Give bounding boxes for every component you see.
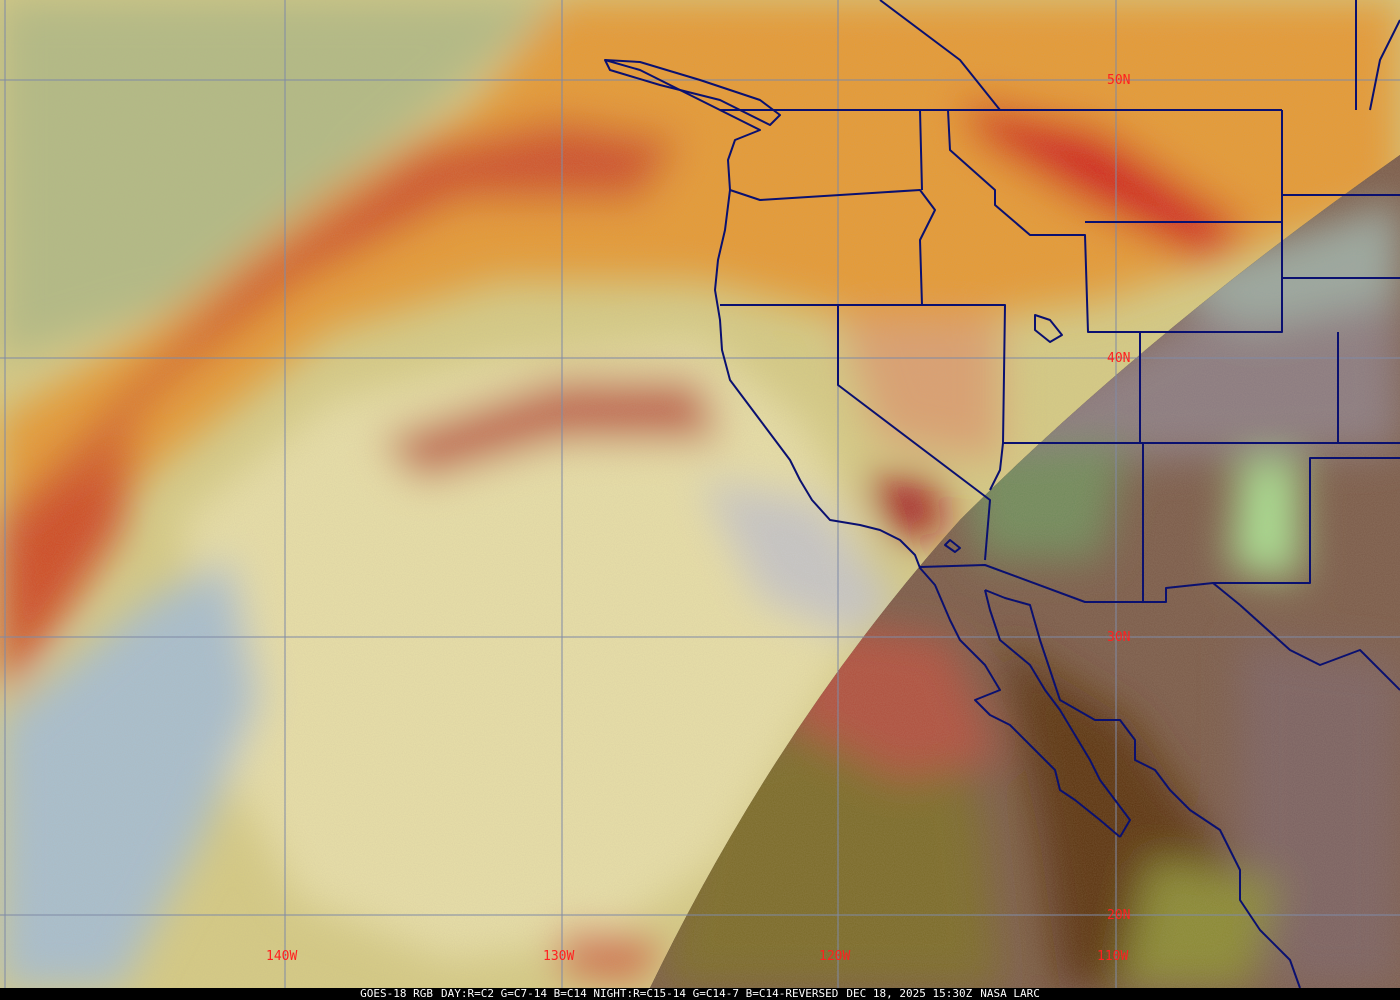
salton-sea	[944, 539, 961, 553]
caption-timestamp: DEC 18, 2025 15:30Z	[846, 987, 973, 1000]
gulf-of-mexico-coast	[1239, 604, 1400, 691]
label-50n: 50N	[1107, 73, 1130, 88]
caption-product: GOES-18 RGB	[360, 987, 434, 1000]
label-110w: 110W	[1097, 949, 1128, 964]
state-borders	[720, 0, 1400, 602]
label-30n: 30N	[1107, 630, 1130, 645]
coastlines-borders	[604, 0, 1400, 988]
label-130w: 130W	[543, 949, 574, 964]
label-40n: 40N	[1107, 351, 1130, 366]
caption-credit: NASA LARC	[980, 987, 1040, 1000]
pacific-coastline	[604, 59, 1121, 838]
image-caption: GOES-18 RGB DAY:R=C2 G=C7-14 B=C14 NIGHT:…	[0, 988, 1400, 1000]
label-140w: 140W	[266, 949, 297, 964]
baja-gulf-coast	[984, 589, 1131, 838]
label-20n: 20N	[1107, 908, 1130, 923]
great-salt-lake	[1034, 314, 1063, 343]
grid-labels: 50N 40N 30N 20N 140W 130W 120W 110W	[266, 73, 1130, 964]
vancouver-island	[604, 59, 781, 126]
mexico-mainland-coast	[984, 589, 1301, 988]
label-120w: 120W	[819, 949, 850, 964]
caption-recipe: DAY:R=C2 G=C7-14 B=C14 NIGHT:R=C15-14 G=…	[441, 987, 839, 1000]
